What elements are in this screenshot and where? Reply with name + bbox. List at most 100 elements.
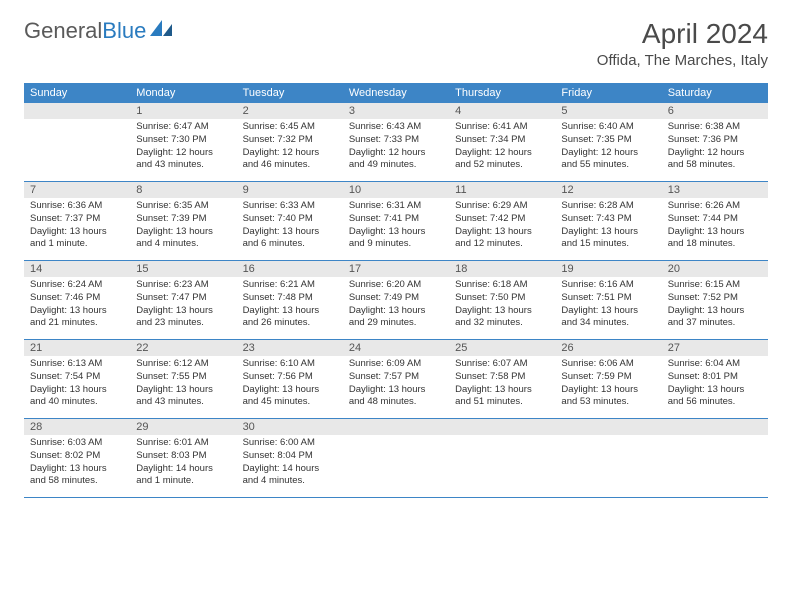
day-details: Sunrise: 6:09 AMSunset: 7:57 PMDaylight:… [343,356,449,413]
day-number: 12 [555,182,661,198]
week-row: 14Sunrise: 6:24 AMSunset: 7:46 PMDayligh… [24,261,768,340]
day-header: Tuesday [237,83,343,103]
calendar-cell: 16Sunrise: 6:21 AMSunset: 7:48 PMDayligh… [237,261,343,339]
header: GeneralBlue April 2024 Offida, The March… [0,0,792,77]
sunset-text: Sunset: 7:34 PM [455,134,549,147]
day-number: 25 [449,340,555,356]
day-details: Sunrise: 6:47 AMSunset: 7:30 PMDaylight:… [130,119,236,176]
day-details: Sunrise: 6:31 AMSunset: 7:41 PMDaylight:… [343,198,449,255]
day-header: Sunday [24,83,130,103]
calendar-cell: 29Sunrise: 6:01 AMSunset: 8:03 PMDayligh… [130,419,236,497]
sunset-text: Sunset: 7:35 PM [561,134,655,147]
day-details: Sunrise: 6:16 AMSunset: 7:51 PMDaylight:… [555,277,661,334]
sunset-text: Sunset: 8:01 PM [668,371,762,384]
calendar-cell: 12Sunrise: 6:28 AMSunset: 7:43 PMDayligh… [555,182,661,260]
daylight-text: Daylight: 13 hours and 37 minutes. [668,305,762,331]
sunset-text: Sunset: 7:43 PM [561,213,655,226]
calendar-cell: 17Sunrise: 6:20 AMSunset: 7:49 PMDayligh… [343,261,449,339]
sunrise-text: Sunrise: 6:38 AM [668,121,762,134]
daylight-text: Daylight: 12 hours and 43 minutes. [136,147,230,173]
daylight-text: Daylight: 13 hours and 21 minutes. [30,305,124,331]
day-number: 14 [24,261,130,277]
day-details: Sunrise: 6:04 AMSunset: 8:01 PMDaylight:… [662,356,768,413]
sunset-text: Sunset: 7:56 PM [243,371,337,384]
day-number: 26 [555,340,661,356]
sunrise-text: Sunrise: 6:20 AM [349,279,443,292]
sunrise-text: Sunrise: 6:41 AM [455,121,549,134]
daylight-text: Daylight: 13 hours and 1 minute. [30,226,124,252]
day-number: 10 [343,182,449,198]
daylight-text: Daylight: 13 hours and 56 minutes. [668,384,762,410]
sunrise-text: Sunrise: 6:35 AM [136,200,230,213]
day-details: Sunrise: 6:18 AMSunset: 7:50 PMDaylight:… [449,277,555,334]
calendar-cell: 8Sunrise: 6:35 AMSunset: 7:39 PMDaylight… [130,182,236,260]
day-number [555,419,661,435]
week-row: 7Sunrise: 6:36 AMSunset: 7:37 PMDaylight… [24,182,768,261]
calendar-cell: 19Sunrise: 6:16 AMSunset: 7:51 PMDayligh… [555,261,661,339]
sunset-text: Sunset: 7:37 PM [30,213,124,226]
daylight-text: Daylight: 13 hours and 40 minutes. [30,384,124,410]
day-number: 8 [130,182,236,198]
location-text: Offida, The Marches, Italy [597,52,768,69]
day-details: Sunrise: 6:01 AMSunset: 8:03 PMDaylight:… [130,435,236,492]
sunrise-text: Sunrise: 6:29 AM [455,200,549,213]
day-number: 4 [449,103,555,119]
week-row: 21Sunrise: 6:13 AMSunset: 7:54 PMDayligh… [24,340,768,419]
daylight-text: Daylight: 12 hours and 52 minutes. [455,147,549,173]
day-details: Sunrise: 6:29 AMSunset: 7:42 PMDaylight:… [449,198,555,255]
day-details: Sunrise: 6:35 AMSunset: 7:39 PMDaylight:… [130,198,236,255]
daylight-text: Daylight: 14 hours and 1 minute. [136,463,230,489]
sunset-text: Sunset: 7:41 PM [349,213,443,226]
day-number: 30 [237,419,343,435]
day-details: Sunrise: 6:07 AMSunset: 7:58 PMDaylight:… [449,356,555,413]
day-number: 11 [449,182,555,198]
daylight-text: Daylight: 13 hours and 53 minutes. [561,384,655,410]
calendar-cell: 7Sunrise: 6:36 AMSunset: 7:37 PMDaylight… [24,182,130,260]
sunrise-text: Sunrise: 6:10 AM [243,358,337,371]
calendar-cell: 2Sunrise: 6:45 AMSunset: 7:32 PMDaylight… [237,103,343,181]
sunset-text: Sunset: 7:48 PM [243,292,337,305]
day-header: Wednesday [343,83,449,103]
daylight-text: Daylight: 13 hours and 9 minutes. [349,226,443,252]
sunrise-text: Sunrise: 6:12 AM [136,358,230,371]
weeks-container: 1Sunrise: 6:47 AMSunset: 7:30 PMDaylight… [24,103,768,498]
day-details: Sunrise: 6:20 AMSunset: 7:49 PMDaylight:… [343,277,449,334]
daylight-text: Daylight: 12 hours and 58 minutes. [668,147,762,173]
sunset-text: Sunset: 7:39 PM [136,213,230,226]
daylight-text: Daylight: 13 hours and 43 minutes. [136,384,230,410]
calendar-cell: 30Sunrise: 6:00 AMSunset: 8:04 PMDayligh… [237,419,343,497]
calendar-cell [343,419,449,497]
calendar-cell: 20Sunrise: 6:15 AMSunset: 7:52 PMDayligh… [662,261,768,339]
daylight-text: Daylight: 13 hours and 29 minutes. [349,305,443,331]
day-number: 18 [449,261,555,277]
daylight-text: Daylight: 13 hours and 4 minutes. [136,226,230,252]
sunset-text: Sunset: 8:02 PM [30,450,124,463]
sail-icon [150,20,172,36]
sunrise-text: Sunrise: 6:26 AM [668,200,762,213]
calendar-cell: 5Sunrise: 6:40 AMSunset: 7:35 PMDaylight… [555,103,661,181]
daylight-text: Daylight: 12 hours and 46 minutes. [243,147,337,173]
day-details: Sunrise: 6:06 AMSunset: 7:59 PMDaylight:… [555,356,661,413]
calendar-cell: 6Sunrise: 6:38 AMSunset: 7:36 PMDaylight… [662,103,768,181]
day-details: Sunrise: 6:23 AMSunset: 7:47 PMDaylight:… [130,277,236,334]
sunrise-text: Sunrise: 6:07 AM [455,358,549,371]
day-header: Monday [130,83,236,103]
sunset-text: Sunset: 7:49 PM [349,292,443,305]
calendar-cell: 4Sunrise: 6:41 AMSunset: 7:34 PMDaylight… [449,103,555,181]
calendar-cell: 26Sunrise: 6:06 AMSunset: 7:59 PMDayligh… [555,340,661,418]
sunrise-text: Sunrise: 6:23 AM [136,279,230,292]
sunset-text: Sunset: 7:32 PM [243,134,337,147]
day-details: Sunrise: 6:41 AMSunset: 7:34 PMDaylight:… [449,119,555,176]
day-details: Sunrise: 6:45 AMSunset: 7:32 PMDaylight:… [237,119,343,176]
calendar-cell: 25Sunrise: 6:07 AMSunset: 7:58 PMDayligh… [449,340,555,418]
day-details: Sunrise: 6:40 AMSunset: 7:35 PMDaylight:… [555,119,661,176]
day-number: 27 [662,340,768,356]
sunset-text: Sunset: 7:51 PM [561,292,655,305]
day-number: 21 [24,340,130,356]
calendar-cell: 11Sunrise: 6:29 AMSunset: 7:42 PMDayligh… [449,182,555,260]
sunrise-text: Sunrise: 6:18 AM [455,279,549,292]
day-header: Saturday [662,83,768,103]
daylight-text: Daylight: 13 hours and 48 minutes. [349,384,443,410]
sunset-text: Sunset: 7:33 PM [349,134,443,147]
daylight-text: Daylight: 13 hours and 15 minutes. [561,226,655,252]
